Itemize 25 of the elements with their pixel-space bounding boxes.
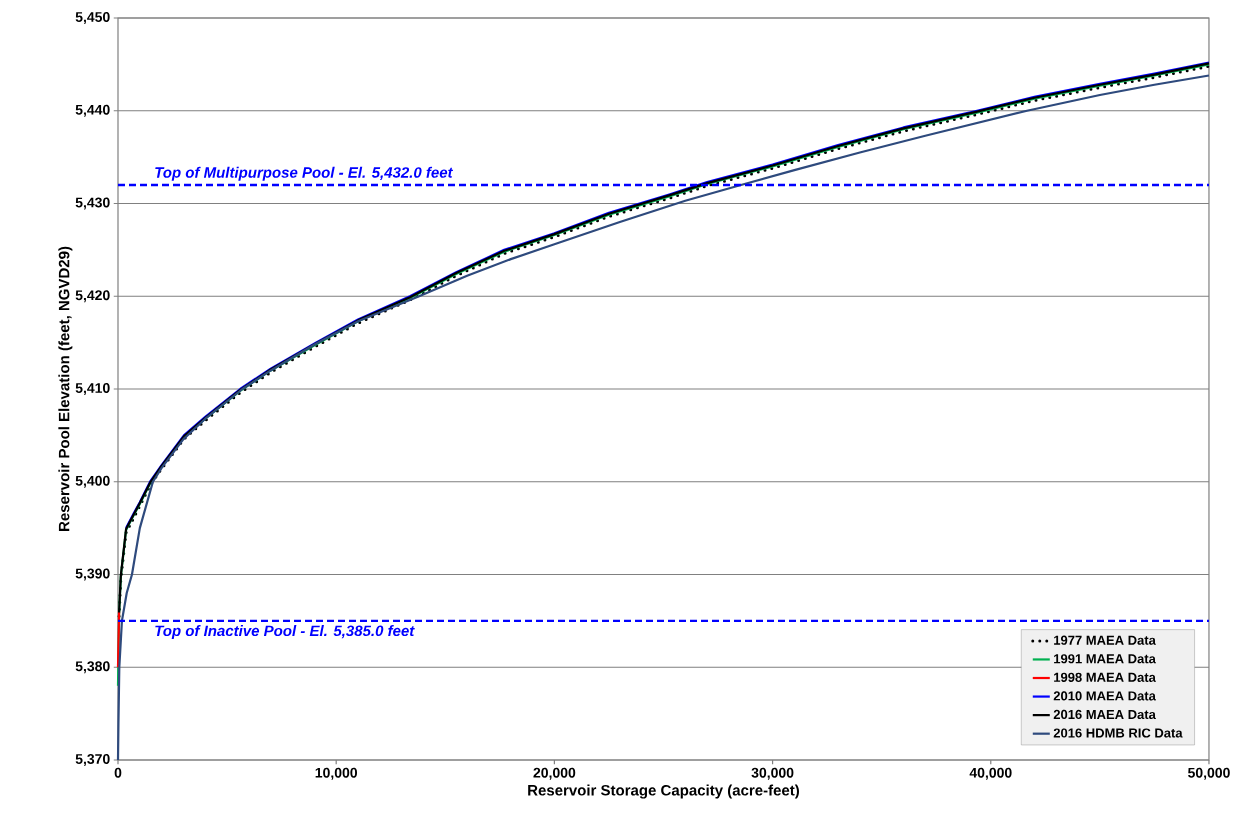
y-tick-label: 5,450 [75,12,110,24]
x-tick-label: 30,000 [751,767,794,780]
x-tick-label: 10,000 [315,767,358,780]
y-tick-label: 5,430 [75,197,110,210]
x-tick-label: 40,000 [969,767,1012,780]
x-tick-label: 50,000 [1188,767,1230,780]
y-tick-label: 5,390 [75,568,110,581]
y-tick-label: 5,440 [75,104,110,117]
y-tick-label: 5,380 [75,661,110,674]
legend-label: 2016 MAEA Data [1053,709,1156,720]
x-tick-label: 20,000 [533,767,576,780]
legend-label: 1998 MAEA Data [1054,672,1156,682]
legend-label: 2016 HDMB RIC Data [1053,728,1183,738]
ref-line-label: Top of Multipurpose Pool - El. 5,432.0 feet [155,166,454,181]
legend-label: 1977 MAEA Data [1054,635,1156,645]
y-tick-label: 5,410 [75,383,110,395]
legend-label: 1991 MAEA Data [1054,654,1156,664]
ref-line-label: Top of Inactive Pool - El. 5,385.0 feet [155,625,415,640]
y-tick-label: 5,420 [75,290,110,303]
x-axis-title: Reservoir Storage Capacity (acre-feet) [528,784,799,799]
legend-label: 2010 MAEA Data [1053,691,1156,701]
y-tick-label: 5,370 [75,754,110,766]
y-tick-label: 5,400 [75,475,110,488]
y-axis-title: Reservoir Pool Elevation (feet, NGVD29) [58,246,73,531]
x-tick-label: 0 [114,767,122,778]
